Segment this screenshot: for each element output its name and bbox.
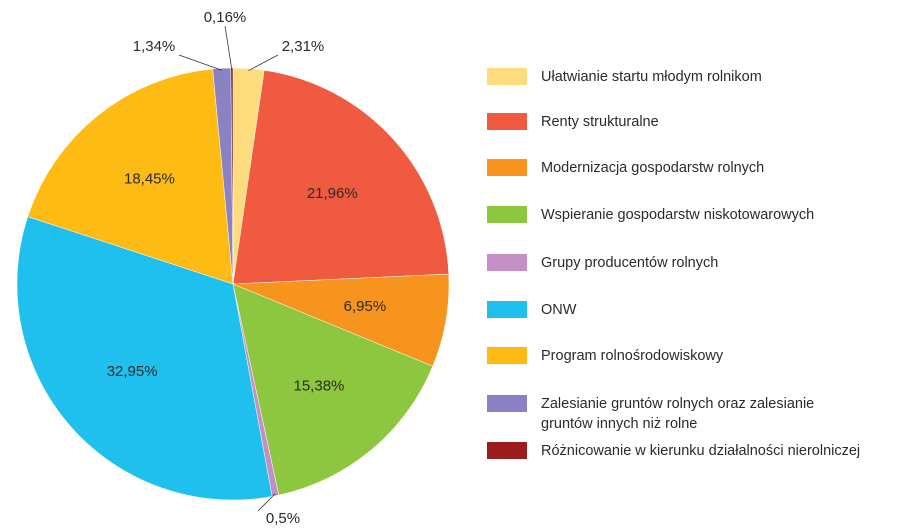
- data-label: 15,38%: [294, 378, 345, 395]
- legend-swatch: [487, 68, 527, 85]
- legend-item: Wspieranie gospodarstw niskotowarowych: [487, 206, 814, 225]
- legend-item: Modernizacja gospodarstw rolnych: [487, 159, 764, 178]
- data-label: 18,45%: [124, 170, 175, 187]
- data-label: 32,95%: [107, 363, 158, 380]
- legend-swatch: [487, 301, 527, 318]
- legend-swatch: [487, 395, 527, 412]
- data-label: 0,16%: [204, 9, 247, 26]
- pie-slice: [16, 216, 273, 501]
- pie-area: 2,31% 21,96% 6,95% 15,38% 0,5% 32,95% 18,45% 1,…: [16, 9, 450, 527]
- legend-label: Renty strukturalne: [541, 114, 659, 130]
- legend-swatch: [487, 442, 527, 459]
- legend-swatch: [487, 113, 527, 130]
- legend-item: Grupy producentów rolnych: [487, 254, 718, 273]
- legend-item: Renty strukturalne: [487, 113, 659, 132]
- legend-label: Zalesianie gruntów rolnych oraz zalesian…: [541, 396, 815, 432]
- legend-label: Grupy producentów rolnych: [541, 255, 719, 271]
- leader-line: [224, 25, 233, 71]
- legend-label: Modernizacja gospodarstw rolnych: [541, 160, 765, 176]
- data-label: 6,95%: [344, 298, 387, 315]
- legend-item: Program rolnośrodowiskowy: [487, 347, 723, 366]
- legend-label: Program rolnośrodowiskowy: [541, 348, 724, 364]
- leader-line: [178, 54, 222, 71]
- legend-swatch: [487, 206, 527, 223]
- legend-label: ONW: [541, 302, 577, 318]
- legend-swatch: [487, 254, 527, 271]
- leader-line: [248, 54, 279, 71]
- legend-item: Zalesianie gruntów rolnych oraz zalesian…: [487, 395, 814, 434]
- data-label: 1,34%: [133, 38, 176, 55]
- data-label: 0,5%: [266, 510, 300, 527]
- legend-item: Ułatwianie startu młodym rolnikom: [487, 68, 762, 87]
- legend-label: Ułatwianie startu młodym rolnikom: [541, 69, 762, 85]
- legend-item: Różnicowanie w kierunku działalności nie…: [487, 442, 860, 461]
- pie-slice: [232, 69, 450, 285]
- legend-swatch: [487, 347, 527, 364]
- legend-swatch: [487, 159, 527, 176]
- leader-line: [257, 493, 276, 512]
- legend-label: Różnicowanie w kierunku działalności nie…: [541, 443, 861, 459]
- data-label: 21,96%: [307, 185, 358, 202]
- data-label: 2,31%: [282, 38, 325, 55]
- pie-slice: [27, 68, 234, 285]
- pie-slice: [232, 283, 434, 496]
- legend-item: ONW: [487, 301, 576, 320]
- legend-label: Wspieranie gospodarstw niskotowarowych: [541, 207, 815, 223]
